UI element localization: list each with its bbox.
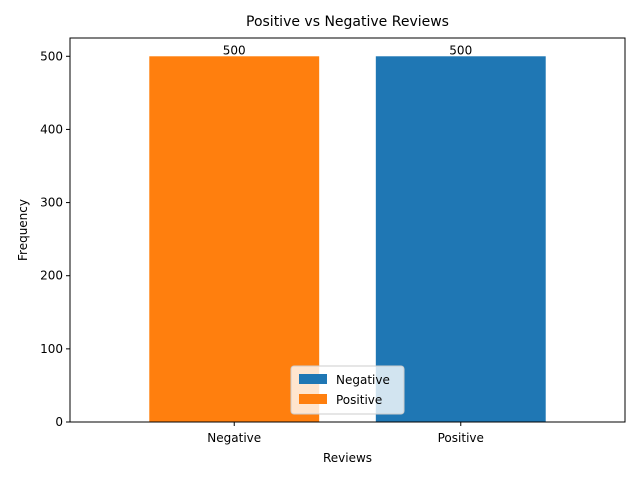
bar-positive (375, 56, 546, 423)
y-tick-label: 400 (40, 122, 63, 136)
x-axis: Negative Positive (207, 422, 484, 445)
y-axis-label: Frequency (16, 199, 30, 261)
legend-label-negative: Negative (336, 373, 390, 387)
chart-title: Positive vs Negative Reviews (246, 14, 449, 30)
bars-layer: 500 500 (149, 43, 546, 423)
legend-swatch-positive (299, 394, 327, 404)
y-axis: 0 100 200 300 400 500 (40, 49, 70, 429)
legend-label-positive: Positive (336, 393, 382, 407)
plot-frame (69, 37, 626, 423)
y-tick-label: 300 (40, 196, 63, 210)
data-label-negative: 500 (223, 43, 246, 57)
legend-swatch-negative (299, 374, 327, 384)
bar-negative (149, 56, 320, 423)
y-tick-label: 200 (40, 269, 63, 283)
data-label-positive: 500 (449, 43, 472, 57)
y-tick-label: 500 (40, 49, 63, 63)
legend: Negative Positive (290, 365, 405, 415)
y-tick-label: 0 (55, 415, 63, 429)
x-tick-label-positive: Positive (438, 431, 484, 445)
x-axis-label: Reviews (323, 451, 372, 465)
x-tick-label-negative: Negative (207, 431, 261, 445)
y-tick-label: 100 (40, 342, 63, 356)
